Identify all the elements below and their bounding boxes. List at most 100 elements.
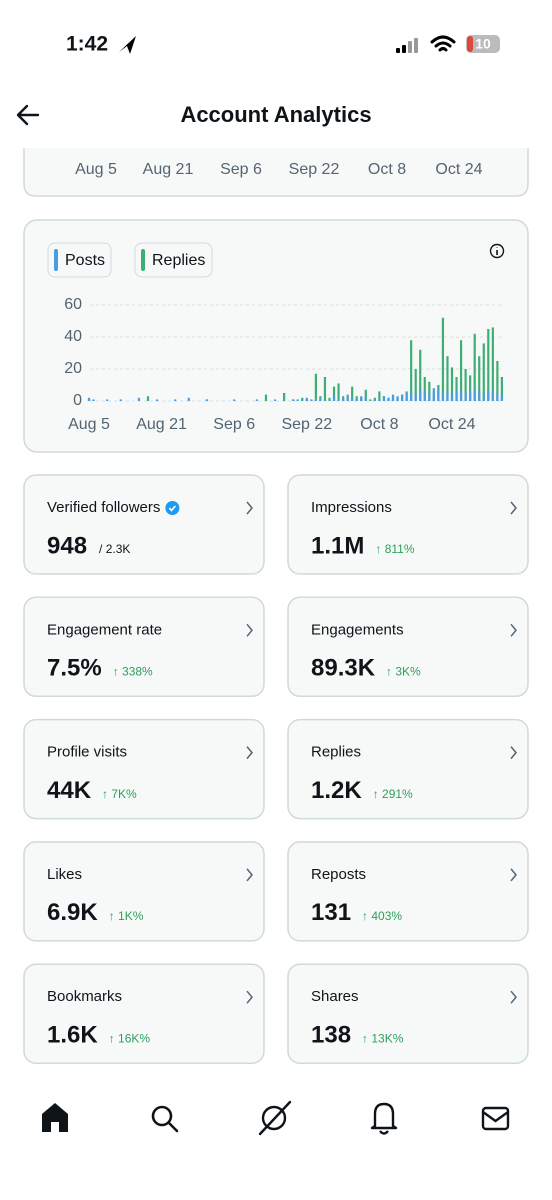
bar: [187, 397, 190, 401]
chevron: [246, 868, 253, 882]
bar: [500, 377, 504, 401]
metric-label: Likes: [47, 866, 82, 883]
metric-label: Bookmarks: [47, 988, 122, 1005]
bar: [414, 369, 417, 401]
x-tick-label: Aug 21: [136, 416, 187, 433]
bar: [146, 396, 150, 401]
bar: [174, 399, 177, 401]
x-tick-label: Sep 6: [220, 161, 262, 178]
bar: [337, 399, 340, 401]
legend-chip[interactable]: [134, 242, 213, 278]
nav-grok[interactable]: [258, 1100, 292, 1136]
x-tick-label: Oct 24: [435, 161, 482, 178]
bar: [464, 369, 467, 401]
metric-card[interactable]: [23, 718, 265, 820]
metric-value: 6.9K: [47, 899, 98, 926]
metric-card[interactable]: [23, 474, 265, 575]
metric-card[interactable]: [287, 474, 529, 575]
metric-card[interactable]: [287, 841, 529, 942]
legend-chip[interactable]: [47, 242, 112, 278]
top-card: [23, 148, 529, 197]
metric-change: ↑ 7K%: [102, 787, 137, 801]
metric-label: Shares: [311, 988, 359, 1005]
chevron: [510, 623, 517, 637]
metric-card[interactable]: [287, 718, 529, 820]
bar: [92, 399, 95, 401]
nav-home[interactable]: [42, 1103, 68, 1132]
metric-change: ↑ 811%: [375, 542, 414, 556]
metric-card[interactable]: [287, 596, 529, 698]
bar: [314, 373, 317, 401]
bar: [414, 394, 417, 401]
nav-notifications[interactable]: [370, 1102, 398, 1135]
chevron: [246, 501, 253, 515]
metric-card[interactable]: [23, 963, 265, 1064]
nav-messages[interactable]: [481, 1106, 510, 1131]
bar: [369, 399, 372, 401]
bar: [423, 377, 426, 401]
x-tick-label: Sep 22: [281, 416, 332, 433]
metric-change: ↑ 16K%: [109, 1031, 151, 1045]
bar: [283, 393, 286, 401]
chart-card: [23, 219, 529, 453]
bar: [423, 391, 426, 401]
chevron: [510, 746, 517, 760]
chevron: [246, 623, 253, 637]
bar: [337, 383, 340, 401]
bar: [332, 396, 336, 401]
x-tick-label: Aug 21: [143, 161, 194, 178]
bar: [487, 389, 490, 401]
bar: [137, 397, 141, 401]
wifi-icon: [430, 35, 456, 52]
bar: [364, 397, 367, 401]
bar: [378, 399, 381, 401]
bar: [496, 361, 499, 401]
bar: [378, 391, 381, 401]
back-button[interactable]: [16, 104, 40, 126]
bar: [410, 340, 413, 401]
bar: [459, 340, 463, 401]
bar: [255, 399, 258, 401]
bar: [342, 397, 345, 401]
bar: [119, 399, 122, 401]
battery: [466, 35, 500, 53]
bar: [233, 399, 236, 401]
chevron: [510, 868, 517, 882]
metric-card[interactable]: [287, 963, 529, 1064]
metric-value: 1.2K: [311, 777, 362, 804]
battery-text: 10: [475, 36, 491, 52]
bar: [437, 389, 440, 401]
metric-value: 948: [47, 532, 87, 559]
bar: [382, 396, 386, 401]
bar: [478, 391, 481, 401]
metric-label: Impressions: [311, 499, 392, 516]
metric-value: 89.3K: [311, 655, 376, 682]
bar: [373, 399, 376, 401]
bar: [455, 389, 458, 401]
metric-value: 1.6K: [47, 1022, 98, 1049]
bar: [496, 393, 499, 401]
bar: [469, 391, 472, 401]
bar: [441, 393, 445, 401]
y-tick-label: 60: [64, 296, 82, 313]
x-tick-label: Aug 5: [68, 416, 110, 433]
y-tick-label: 40: [64, 328, 82, 345]
bar: [487, 329, 490, 401]
chevron: [510, 501, 517, 515]
nav-search[interactable]: [151, 1105, 179, 1133]
bar: [432, 388, 435, 401]
metric-value: 7.5%: [47, 655, 102, 682]
metric-card[interactable]: [23, 841, 265, 942]
bar: [491, 391, 494, 401]
bar: [360, 396, 363, 401]
bar: [428, 393, 431, 401]
status-time: 1:42: [66, 33, 108, 56]
bar: [473, 333, 476, 401]
chevron: [246, 990, 253, 1004]
legend-swatch: [141, 249, 145, 271]
info-icon[interactable]: [489, 243, 505, 259]
metric-card[interactable]: [23, 596, 265, 698]
metric-change: ↑ 403%: [362, 909, 402, 923]
bar: [482, 393, 485, 401]
